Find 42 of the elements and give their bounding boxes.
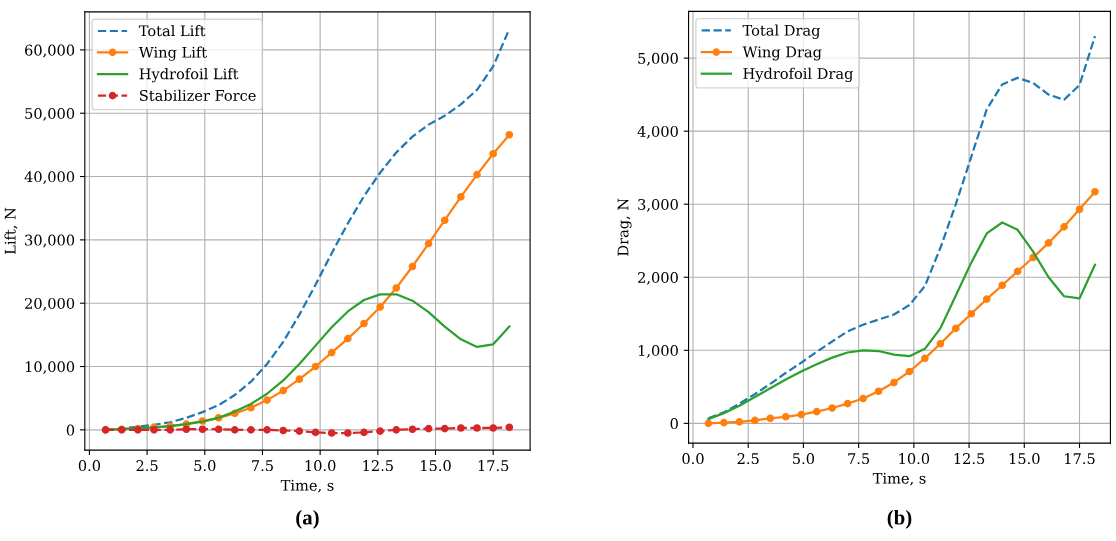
text: (a) [296, 509, 319, 529]
legend-label: Wing Drag [742, 46, 822, 61]
x-tick-label: 15.0 [421, 460, 451, 472]
y-tick-label: 0 [66, 424, 75, 436]
x-tick-label: 5.0 [793, 453, 815, 465]
y-tick-label: 2,000 [638, 271, 678, 285]
x-tick-label: 0.0 [78, 460, 101, 472]
x-tick-label: 0.0 [682, 453, 704, 465]
x-tick-label: 17.5 [1065, 453, 1095, 465]
y-tick-label: 3,000 [638, 198, 678, 212]
y-tick-label: 4,000 [637, 125, 678, 139]
x-tick-label: 7.5 [252, 460, 273, 472]
y-tick-label: 40,000 [24, 171, 75, 185]
y-tick-label: 60,000 [25, 44, 75, 58]
x-tick-label: 15.0 [1009, 453, 1040, 465]
y-axis-title: Drag, N [617, 198, 632, 256]
x-tick-label: 10.0 [899, 453, 930, 465]
y-axis-title: Lift, N [4, 207, 18, 255]
x-tick-label: 17.5 [478, 460, 509, 472]
legend-label: Hydrofoil Lift [139, 68, 239, 83]
y-tick-label: 0 [670, 418, 678, 430]
x-axis-title: Time, s [872, 472, 926, 486]
y-tick-label: 5,000 [638, 52, 678, 66]
legend-label: Wing Lift [138, 46, 208, 61]
y-tick-label: 10,000 [25, 361, 75, 375]
x-tick-label: 12.5 [954, 453, 985, 465]
legend-label: Total Lift [138, 25, 206, 37]
x-tick-label: 2.5 [737, 453, 759, 465]
y-tick-label: 30,000 [25, 234, 75, 248]
y-tick-label: 20,000 [25, 297, 75, 311]
y-tick-label: 1,000 [638, 345, 678, 358]
text: (b) [887, 509, 912, 529]
x-tick-label: 12.5 [363, 460, 393, 472]
legend-label: Hydrofoil Drag [743, 67, 853, 83]
x-axis-title: Time, s [280, 479, 334, 493]
legend-label: Stabilizer Force [140, 89, 256, 101]
legend-label: Total Drag [742, 24, 821, 39]
x-tick-label: 2.5 [136, 460, 158, 472]
y-tick-label: 50,000 [25, 107, 75, 121]
x-tick-label: 5.0 [194, 460, 216, 472]
x-tick-label: 7.5 [848, 453, 870, 465]
x-tick-label: 10.0 [305, 460, 336, 472]
